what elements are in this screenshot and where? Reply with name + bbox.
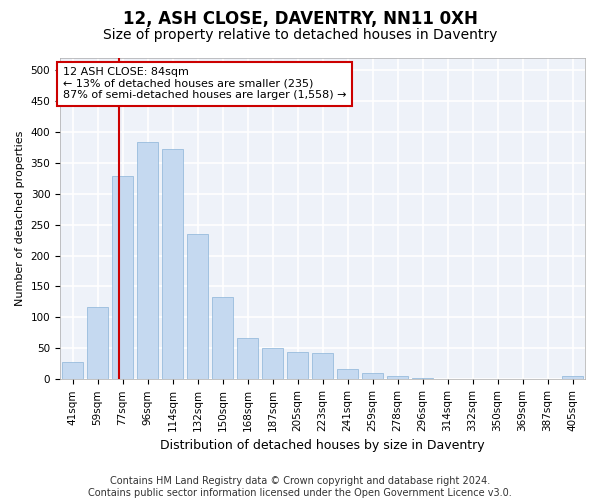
Bar (312, 354, 333, 380)
Bar (62, 362, 83, 380)
Bar (87, 307, 108, 380)
Text: Contains HM Land Registry data © Crown copyright and database right 2024.
Contai: Contains HM Land Registry data © Crown c… (88, 476, 512, 498)
Bar (237, 338, 258, 380)
Bar (387, 376, 408, 380)
Text: 12, ASH CLOSE, DAVENTRY, NN11 0XH: 12, ASH CLOSE, DAVENTRY, NN11 0XH (122, 10, 478, 28)
Bar (412, 378, 433, 380)
Bar (437, 378, 458, 380)
Bar (512, 378, 533, 380)
Bar (487, 378, 508, 380)
Text: Size of property relative to detached houses in Daventry: Size of property relative to detached ho… (103, 28, 497, 42)
Text: 12 ASH CLOSE: 84sqm
← 13% of detached houses are smaller (235)
87% of semi-detac: 12 ASH CLOSE: 84sqm ← 13% of detached ho… (62, 67, 346, 100)
X-axis label: Distribution of detached houses by size in Daventry: Distribution of detached houses by size … (160, 440, 485, 452)
Bar (462, 378, 483, 380)
Bar (287, 352, 308, 380)
Y-axis label: Number of detached properties: Number of detached properties (15, 130, 25, 306)
Bar (162, 149, 183, 380)
Bar (187, 234, 208, 380)
Bar (562, 376, 583, 380)
Bar (362, 372, 383, 380)
Bar (112, 176, 133, 380)
Bar (337, 369, 358, 380)
Bar (212, 297, 233, 380)
Bar (537, 378, 558, 380)
Bar (137, 142, 158, 380)
Bar (262, 348, 283, 380)
